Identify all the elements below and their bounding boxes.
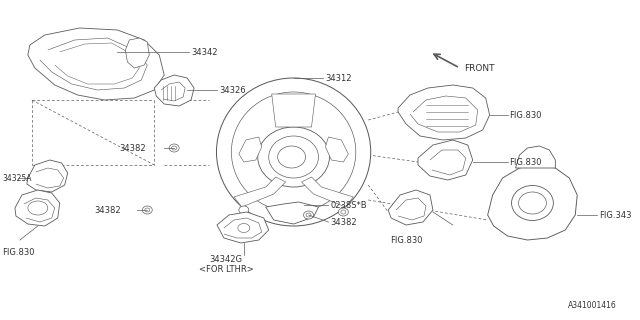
Ellipse shape [238, 223, 250, 233]
Polygon shape [266, 202, 319, 224]
Ellipse shape [258, 127, 330, 187]
Text: 34342: 34342 [191, 47, 218, 57]
Text: 0238S*B: 0238S*B [330, 201, 367, 210]
Polygon shape [301, 177, 353, 207]
Text: 34382: 34382 [95, 205, 121, 214]
Polygon shape [388, 190, 433, 225]
Ellipse shape [341, 210, 346, 214]
Text: FIG.830: FIG.830 [2, 247, 35, 257]
Polygon shape [488, 165, 577, 240]
Text: FRONT: FRONT [464, 63, 494, 73]
Ellipse shape [28, 201, 48, 215]
Polygon shape [239, 137, 262, 162]
Text: FIG.830: FIG.830 [390, 236, 422, 244]
Text: FIG.343: FIG.343 [599, 211, 632, 220]
Text: 34342G: 34342G [209, 255, 242, 265]
Ellipse shape [518, 192, 547, 214]
Ellipse shape [142, 206, 152, 214]
Polygon shape [217, 212, 269, 243]
Text: FIG.830: FIG.830 [509, 157, 542, 166]
Text: 34326: 34326 [219, 85, 246, 94]
Polygon shape [28, 28, 164, 100]
Ellipse shape [239, 206, 249, 214]
Ellipse shape [278, 146, 305, 168]
Ellipse shape [232, 92, 356, 212]
Text: 34382: 34382 [120, 143, 146, 153]
Ellipse shape [216, 78, 371, 226]
Ellipse shape [145, 208, 150, 212]
Polygon shape [272, 94, 316, 127]
Polygon shape [398, 85, 490, 140]
Ellipse shape [269, 136, 319, 178]
Polygon shape [418, 140, 473, 180]
Polygon shape [15, 190, 60, 226]
Ellipse shape [511, 186, 554, 220]
Ellipse shape [339, 208, 348, 216]
Polygon shape [27, 160, 68, 192]
Text: 34325A: 34325A [2, 173, 31, 182]
Text: 34312: 34312 [326, 74, 352, 83]
Ellipse shape [306, 213, 311, 217]
Polygon shape [125, 38, 149, 68]
Polygon shape [234, 177, 285, 207]
Text: FIG.830: FIG.830 [509, 110, 542, 119]
Polygon shape [154, 75, 194, 106]
Polygon shape [516, 146, 556, 168]
Ellipse shape [172, 146, 177, 150]
Ellipse shape [169, 144, 179, 152]
Text: 34382: 34382 [330, 218, 357, 227]
Text: <FOR LTHR>: <FOR LTHR> [199, 266, 254, 275]
Text: A341001416: A341001416 [568, 301, 617, 310]
Ellipse shape [303, 211, 314, 219]
Polygon shape [326, 137, 348, 162]
